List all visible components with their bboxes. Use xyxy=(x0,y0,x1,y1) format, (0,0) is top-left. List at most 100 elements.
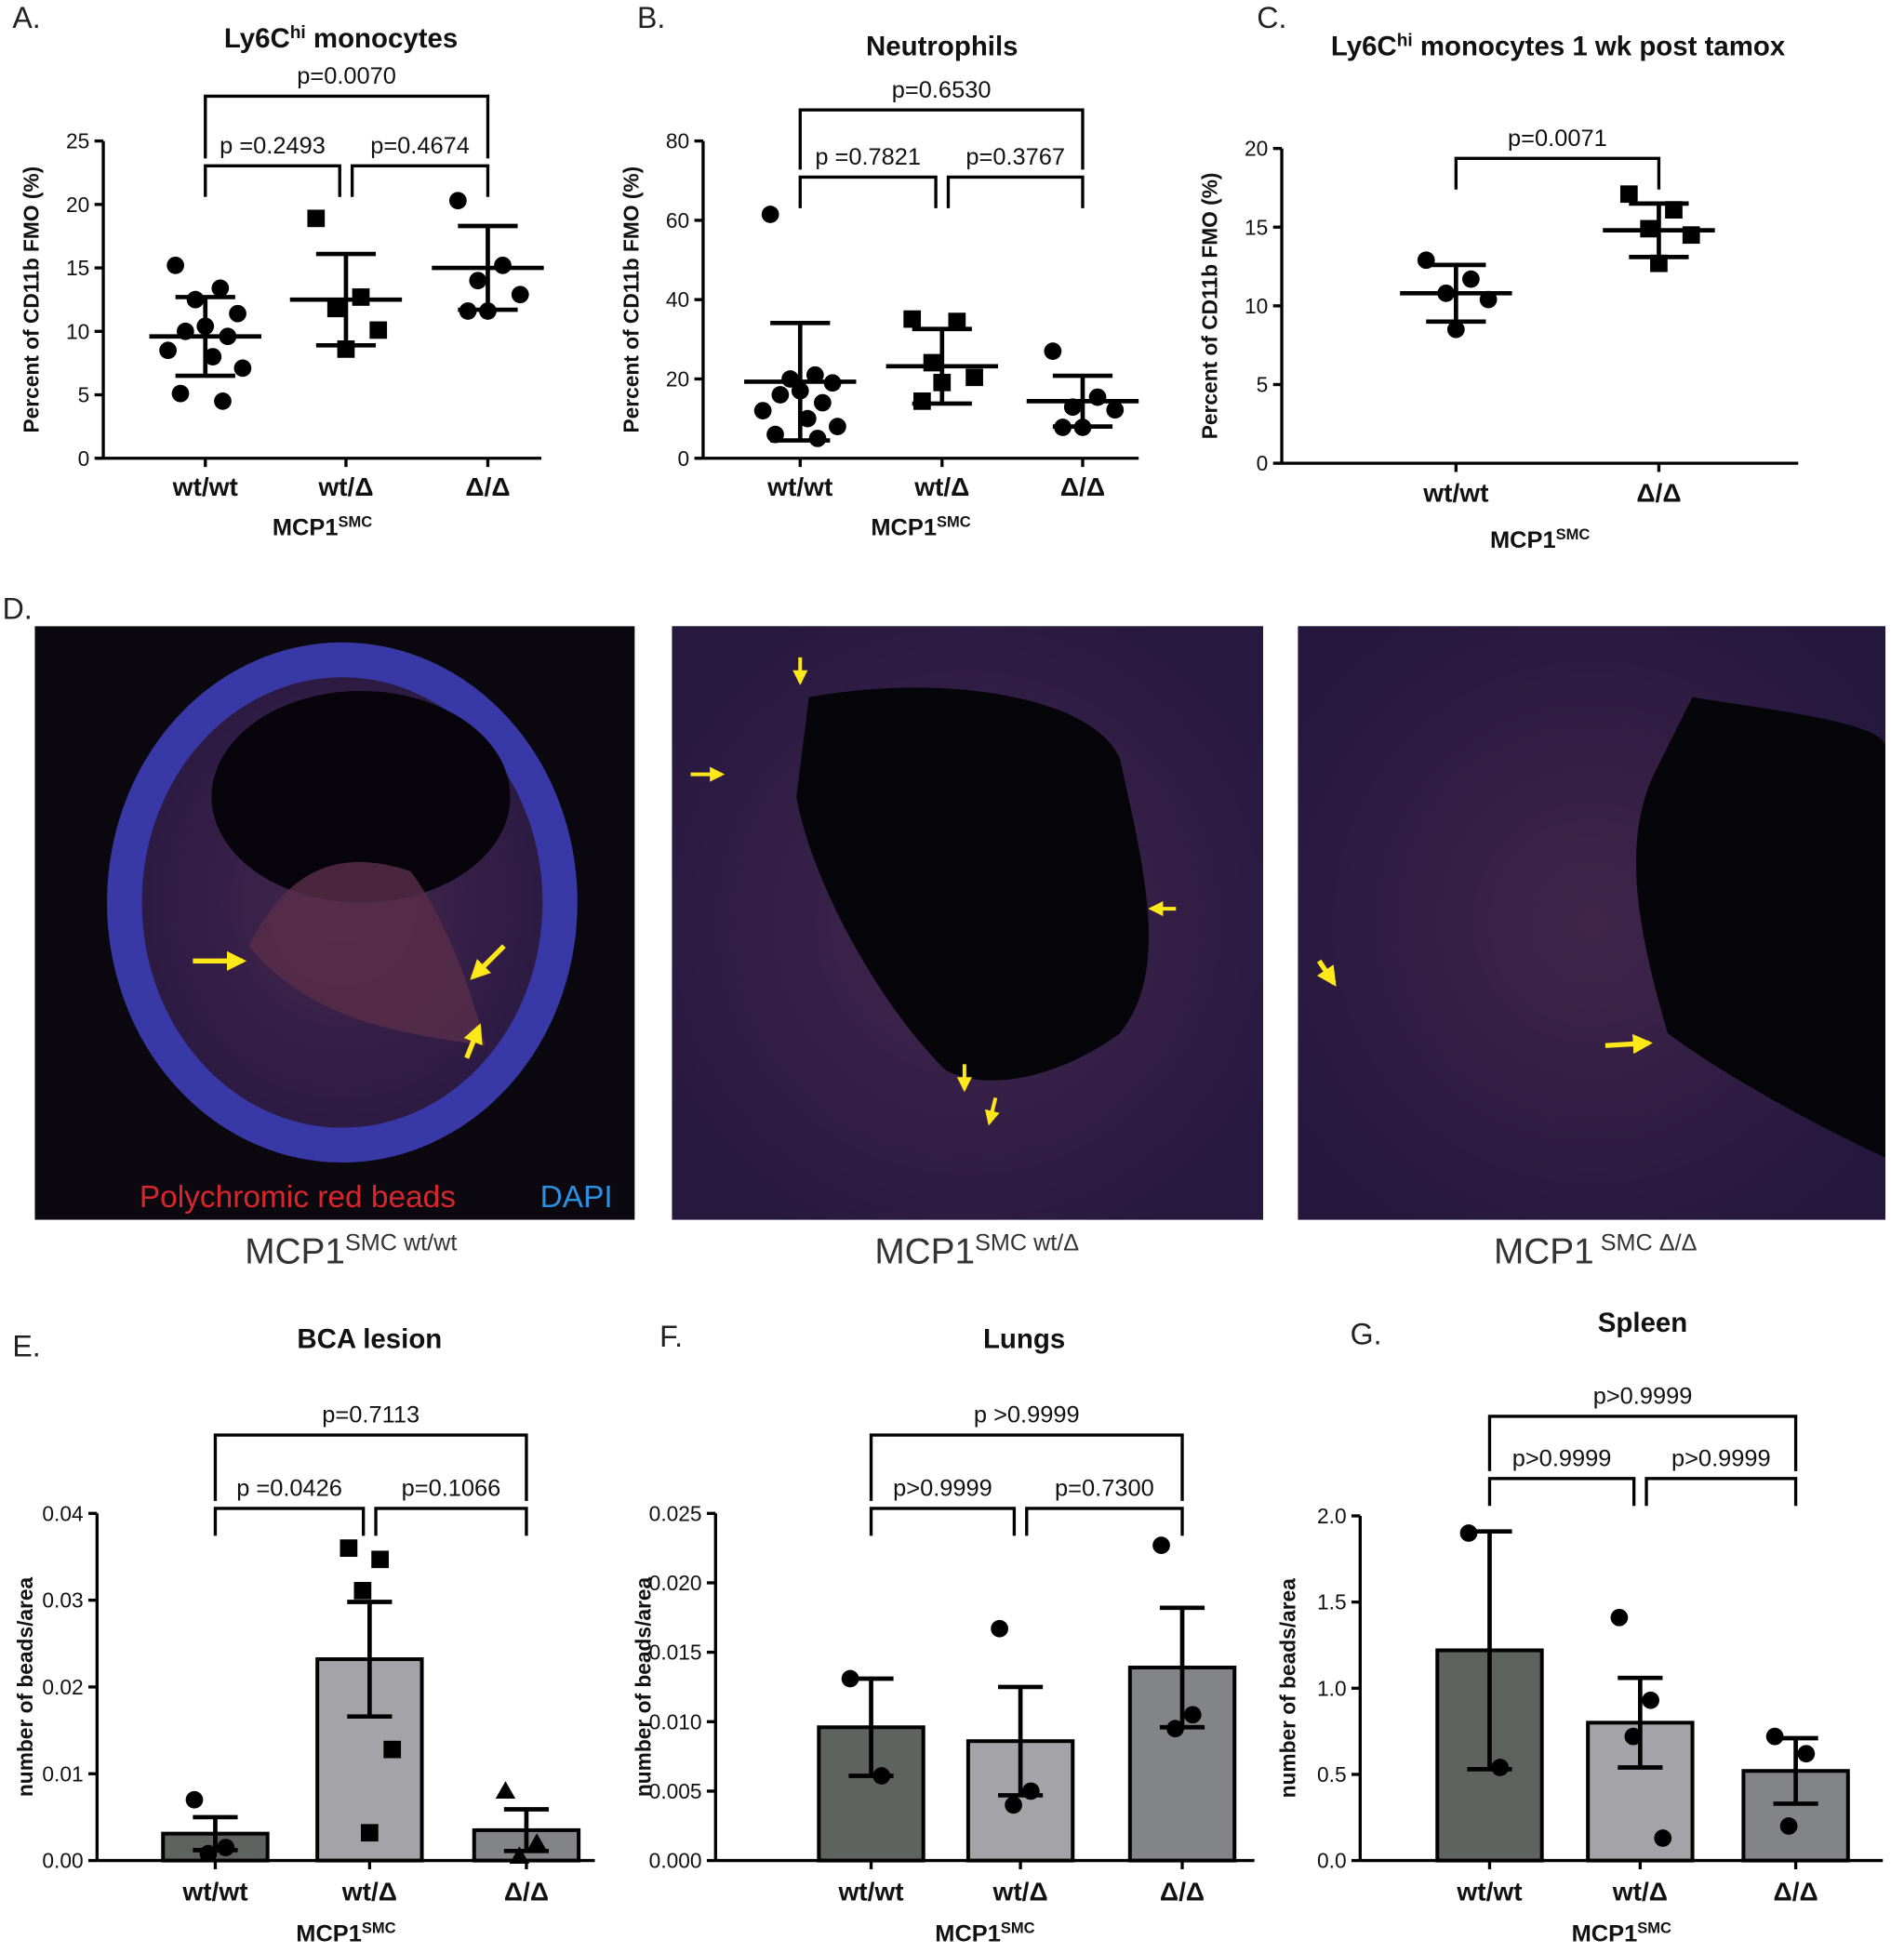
significance-bracket xyxy=(1644,1477,1798,1507)
data-point xyxy=(798,409,817,428)
data-point xyxy=(829,418,846,436)
x-tick-label: wt/Δ xyxy=(341,1877,397,1906)
x-tick-label: Δ/Δ xyxy=(1774,1877,1818,1906)
image-caption: MCP1 SMC Δ/Δ xyxy=(1494,1229,1698,1271)
x-axis-label-part: SMC xyxy=(1637,1919,1671,1936)
data-point xyxy=(159,341,177,360)
x-axis-label: MCP1SMC xyxy=(1572,1919,1671,1947)
y-tick-label: 2.0 xyxy=(1317,1504,1347,1528)
y-axis-label: Percent of CD11b FMO (%) xyxy=(1197,172,1221,439)
chart-title-part: hi xyxy=(290,23,306,43)
x-axis-label: MCP1SMC xyxy=(273,512,372,541)
x-axis-label-part: MCP1 xyxy=(296,1921,362,1947)
error-bar xyxy=(770,320,831,443)
data-point xyxy=(352,288,370,306)
data-point xyxy=(903,310,922,328)
p-value: p=0.0070 xyxy=(297,63,396,89)
y-tick-label: 1.0 xyxy=(1317,1676,1347,1700)
chart-title-part: Ly6C xyxy=(224,23,290,54)
p-value: p>0.9999 xyxy=(1512,1445,1612,1471)
data-point xyxy=(495,1781,516,1799)
x-axis-label-part: SMC xyxy=(1001,1919,1035,1936)
y-tick-label: 5 xyxy=(78,383,90,407)
panel-label: C. xyxy=(1257,1,1286,34)
x-tick-label: wt/Δ xyxy=(913,472,969,501)
error-bar xyxy=(315,251,377,348)
y-tick-label: 80 xyxy=(666,129,689,153)
x-tick-label: Δ/Δ xyxy=(1160,1877,1205,1906)
x-tick-label: wt/wt xyxy=(766,472,832,501)
y-tick-label: 0.020 xyxy=(649,1571,702,1595)
data-point xyxy=(383,1740,402,1759)
y-tick-label: 0 xyxy=(678,446,690,471)
significance-bracket xyxy=(213,1507,366,1536)
data-point xyxy=(872,1767,891,1785)
significance-bracket xyxy=(869,1433,1184,1501)
data-point xyxy=(841,1669,859,1688)
p-value: p=0.7113 xyxy=(322,1402,419,1428)
significance-bracket xyxy=(798,175,938,208)
x-axis-label-part: MCP1 xyxy=(935,1921,1001,1947)
x-tick-label: wt/wt xyxy=(172,472,238,501)
x-axis-label-part: SMC xyxy=(362,1919,396,1936)
y-tick-label: 20 xyxy=(1245,137,1268,161)
chart-title: Ly6Chi monocytes 1 wk post tamox xyxy=(1331,31,1786,62)
y-tick-label: 15 xyxy=(66,256,89,280)
data-point xyxy=(214,392,232,410)
error-bar xyxy=(1618,1675,1663,1770)
legend-label: DAPI xyxy=(540,1180,613,1215)
significance-bracket xyxy=(946,175,1085,208)
y-tick-label: 1.5 xyxy=(1317,1590,1347,1614)
y-tick-label: 60 xyxy=(666,208,689,232)
data-point xyxy=(1005,1796,1022,1814)
p-value: p>0.9999 xyxy=(893,1476,992,1502)
error-bar xyxy=(347,1600,393,1720)
x-axis-label: MCP1SMC xyxy=(935,1919,1034,1947)
x-axis-label: MCP1SMC xyxy=(1490,525,1590,554)
panel-label: F. xyxy=(659,1320,683,1353)
significance-bracket xyxy=(204,164,341,197)
image-caption-part: SMC Δ/Δ xyxy=(1594,1229,1698,1256)
x-axis-label-part: SMC xyxy=(1556,525,1591,543)
y-tick-label: 0.000 xyxy=(649,1849,702,1873)
x-tick-label: Δ/Δ xyxy=(1636,479,1681,508)
data-point xyxy=(199,1844,218,1863)
data-point xyxy=(965,368,983,387)
data-point xyxy=(469,272,487,290)
significance-bracket xyxy=(798,108,1085,170)
y-axis-label: Percent of CD11b FMO (%) xyxy=(619,166,643,433)
x-tick-label: wt/Δ xyxy=(992,1877,1047,1906)
x-tick-label: wt/Δ xyxy=(1612,1877,1668,1906)
y-tick-label: 0.02 xyxy=(42,1675,83,1699)
error-bar xyxy=(503,1807,550,1853)
image-caption-part: MCP1 xyxy=(874,1231,975,1271)
chart-title-part: BCA lesion xyxy=(297,1323,442,1354)
chart-title: Lungs xyxy=(983,1323,1065,1354)
chart-title-part: Neutrophils xyxy=(866,31,1018,61)
data-point xyxy=(1183,1706,1202,1724)
chart-title: Spleen xyxy=(1598,1308,1687,1338)
data-point xyxy=(1152,1536,1170,1555)
data-point xyxy=(369,321,388,339)
chart-title: BCA lesion xyxy=(297,1323,442,1354)
x-tick-label: wt/wt xyxy=(1456,1877,1522,1906)
data-point xyxy=(217,1839,235,1856)
data-point xyxy=(1044,342,1062,360)
y-axis-label: number of beads/area xyxy=(13,1576,37,1797)
panel-label: E. xyxy=(12,1330,40,1363)
error-bar xyxy=(458,223,518,312)
y-axis-label: Percent of CD11b FMO (%) xyxy=(19,166,43,433)
significance-bracket xyxy=(869,1507,1017,1536)
data-point xyxy=(1779,1817,1798,1835)
y-tick-label: 0.01 xyxy=(42,1761,83,1786)
image-caption: MCP1SMC wt/wt xyxy=(245,1229,457,1271)
x-axis-label: MCP1SMC xyxy=(871,512,970,541)
data-point xyxy=(1642,1691,1659,1709)
data-point xyxy=(1624,1727,1643,1746)
data-point xyxy=(991,1619,1008,1638)
significance-bracket xyxy=(1487,1415,1798,1471)
error-bar xyxy=(175,295,235,379)
y-tick-label: 5 xyxy=(1257,373,1269,397)
data-point xyxy=(761,206,779,223)
